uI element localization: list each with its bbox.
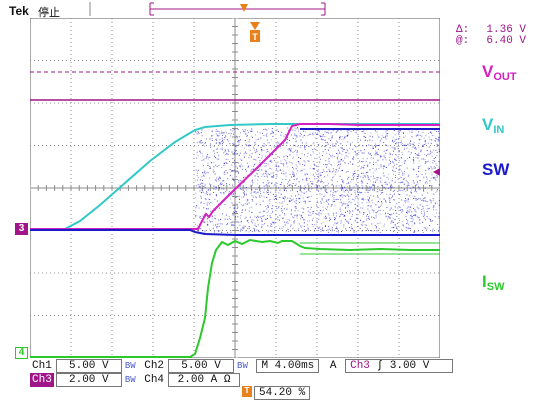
ch4-label[interactable]: Ch4: [144, 374, 165, 386]
waveform-traces: [30, 123, 440, 358]
ch4-ground-marker[interactable]: 4: [15, 347, 28, 359]
vin-label: VIN: [482, 115, 505, 136]
settings-bar: Ch1 5.00 V BW Ch2 5.00 V BW M 4.00ms A Ch3 ∫…: [30, 358, 470, 388]
ch3-label[interactable]: Ch3: [30, 373, 54, 387]
acquisition-state: 停止: [38, 6, 60, 19]
rising-edge-icon: ∫: [376, 360, 384, 372]
cursor-readout: Δ: 1.36 V @: 6.40 V: [456, 25, 526, 47]
sw-baseline: [30, 229, 440, 236]
isw-label: ISW: [482, 272, 505, 293]
ch3-scale[interactable]: 2.00 V: [55, 373, 122, 387]
settings-row-2: Ch3 2.00 V BW Ch4 2.00 A Ω: [30, 373, 241, 387]
waveform-display[interactable]: T: [30, 18, 440, 358]
svg-text:T: T: [252, 32, 258, 42]
trigger-icon: T: [242, 386, 252, 397]
ch1-bw-icon: BW: [124, 361, 136, 371]
timebase-readout[interactable]: M 4.00ms: [256, 359, 320, 373]
trigger-position-readout[interactable]: T 54.20 %: [242, 386, 311, 400]
ch1-scale[interactable]: 5.00 V: [55, 359, 122, 373]
ch2-bw-icon: BW: [237, 361, 248, 371]
sw-label: SW: [482, 160, 510, 179]
trigger-readout[interactable]: Ch3 ∫ 3.00 V: [345, 359, 454, 373]
trigger-level-marker[interactable]: [433, 168, 440, 176]
isw-trace: [30, 238, 440, 358]
ch3-ground-marker[interactable]: 3: [15, 223, 28, 235]
ch2-label[interactable]: Ch2: [144, 360, 165, 372]
settings-row-1: Ch1 5.00 V BW Ch2 5.00 V BW M 4.00ms A Ch3 ∫…: [30, 359, 454, 373]
ch1-label[interactable]: Ch1: [32, 360, 52, 372]
vout-trace: [30, 123, 440, 230]
acquisition-mode: A: [329, 360, 337, 372]
trigger-position-marker[interactable]: T: [250, 22, 260, 42]
cursor-position-row: @: 6.40 V: [456, 35, 526, 47]
top-status-bar: Tek 停止: [0, 0, 543, 22]
ch3-bw-icon: BW: [124, 375, 136, 385]
record-view-bar[interactable]: [0, 0, 543, 22]
ch2-scale[interactable]: 5.00 V: [168, 359, 235, 373]
ch4-scale[interactable]: 2.00 A Ω: [168, 373, 241, 387]
record-trigger-icon: [240, 4, 248, 12]
brand-label: Tek: [9, 4, 29, 18]
vout-label: VOUT: [482, 62, 517, 83]
cursor-delta-row: Δ: 1.36 V: [456, 24, 526, 36]
